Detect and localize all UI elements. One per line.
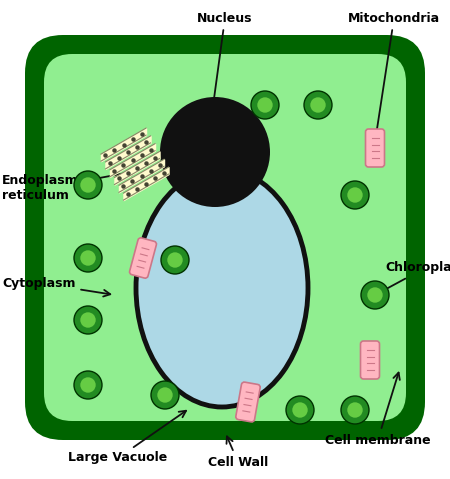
Circle shape [160, 97, 270, 207]
Text: Cell Wall: Cell Wall [208, 436, 268, 468]
Circle shape [80, 177, 96, 193]
Text: Mitochondria: Mitochondria [348, 11, 440, 137]
Circle shape [341, 396, 369, 424]
Circle shape [310, 97, 326, 113]
Circle shape [74, 371, 102, 399]
Text: Cytoplasm: Cytoplasm [2, 276, 110, 297]
FancyBboxPatch shape [25, 35, 425, 440]
Circle shape [347, 402, 363, 418]
Circle shape [74, 306, 102, 334]
FancyBboxPatch shape [130, 238, 157, 278]
Circle shape [151, 381, 179, 409]
Circle shape [80, 312, 96, 328]
Circle shape [80, 251, 96, 266]
Circle shape [341, 181, 369, 209]
Circle shape [286, 396, 314, 424]
Circle shape [361, 281, 389, 309]
Text: Large Vacuole: Large Vacuole [68, 411, 186, 465]
Circle shape [74, 244, 102, 272]
Circle shape [251, 91, 279, 119]
FancyBboxPatch shape [365, 129, 384, 167]
FancyBboxPatch shape [360, 341, 379, 379]
FancyBboxPatch shape [44, 54, 406, 421]
Text: Endoplasmic
reticulum: Endoplasmic reticulum [2, 169, 137, 202]
Text: Cell membrane: Cell membrane [325, 373, 431, 446]
Ellipse shape [136, 169, 308, 407]
Text: Nucleus: Nucleus [197, 11, 253, 123]
Circle shape [347, 187, 363, 203]
Circle shape [167, 252, 183, 268]
Circle shape [304, 91, 332, 119]
Circle shape [257, 97, 273, 113]
Circle shape [158, 388, 173, 403]
Circle shape [80, 377, 96, 393]
Circle shape [74, 171, 102, 199]
Circle shape [292, 402, 308, 418]
Circle shape [161, 246, 189, 274]
FancyBboxPatch shape [236, 382, 260, 422]
Text: Chloroplast: Chloroplast [379, 262, 450, 293]
Circle shape [367, 287, 382, 303]
